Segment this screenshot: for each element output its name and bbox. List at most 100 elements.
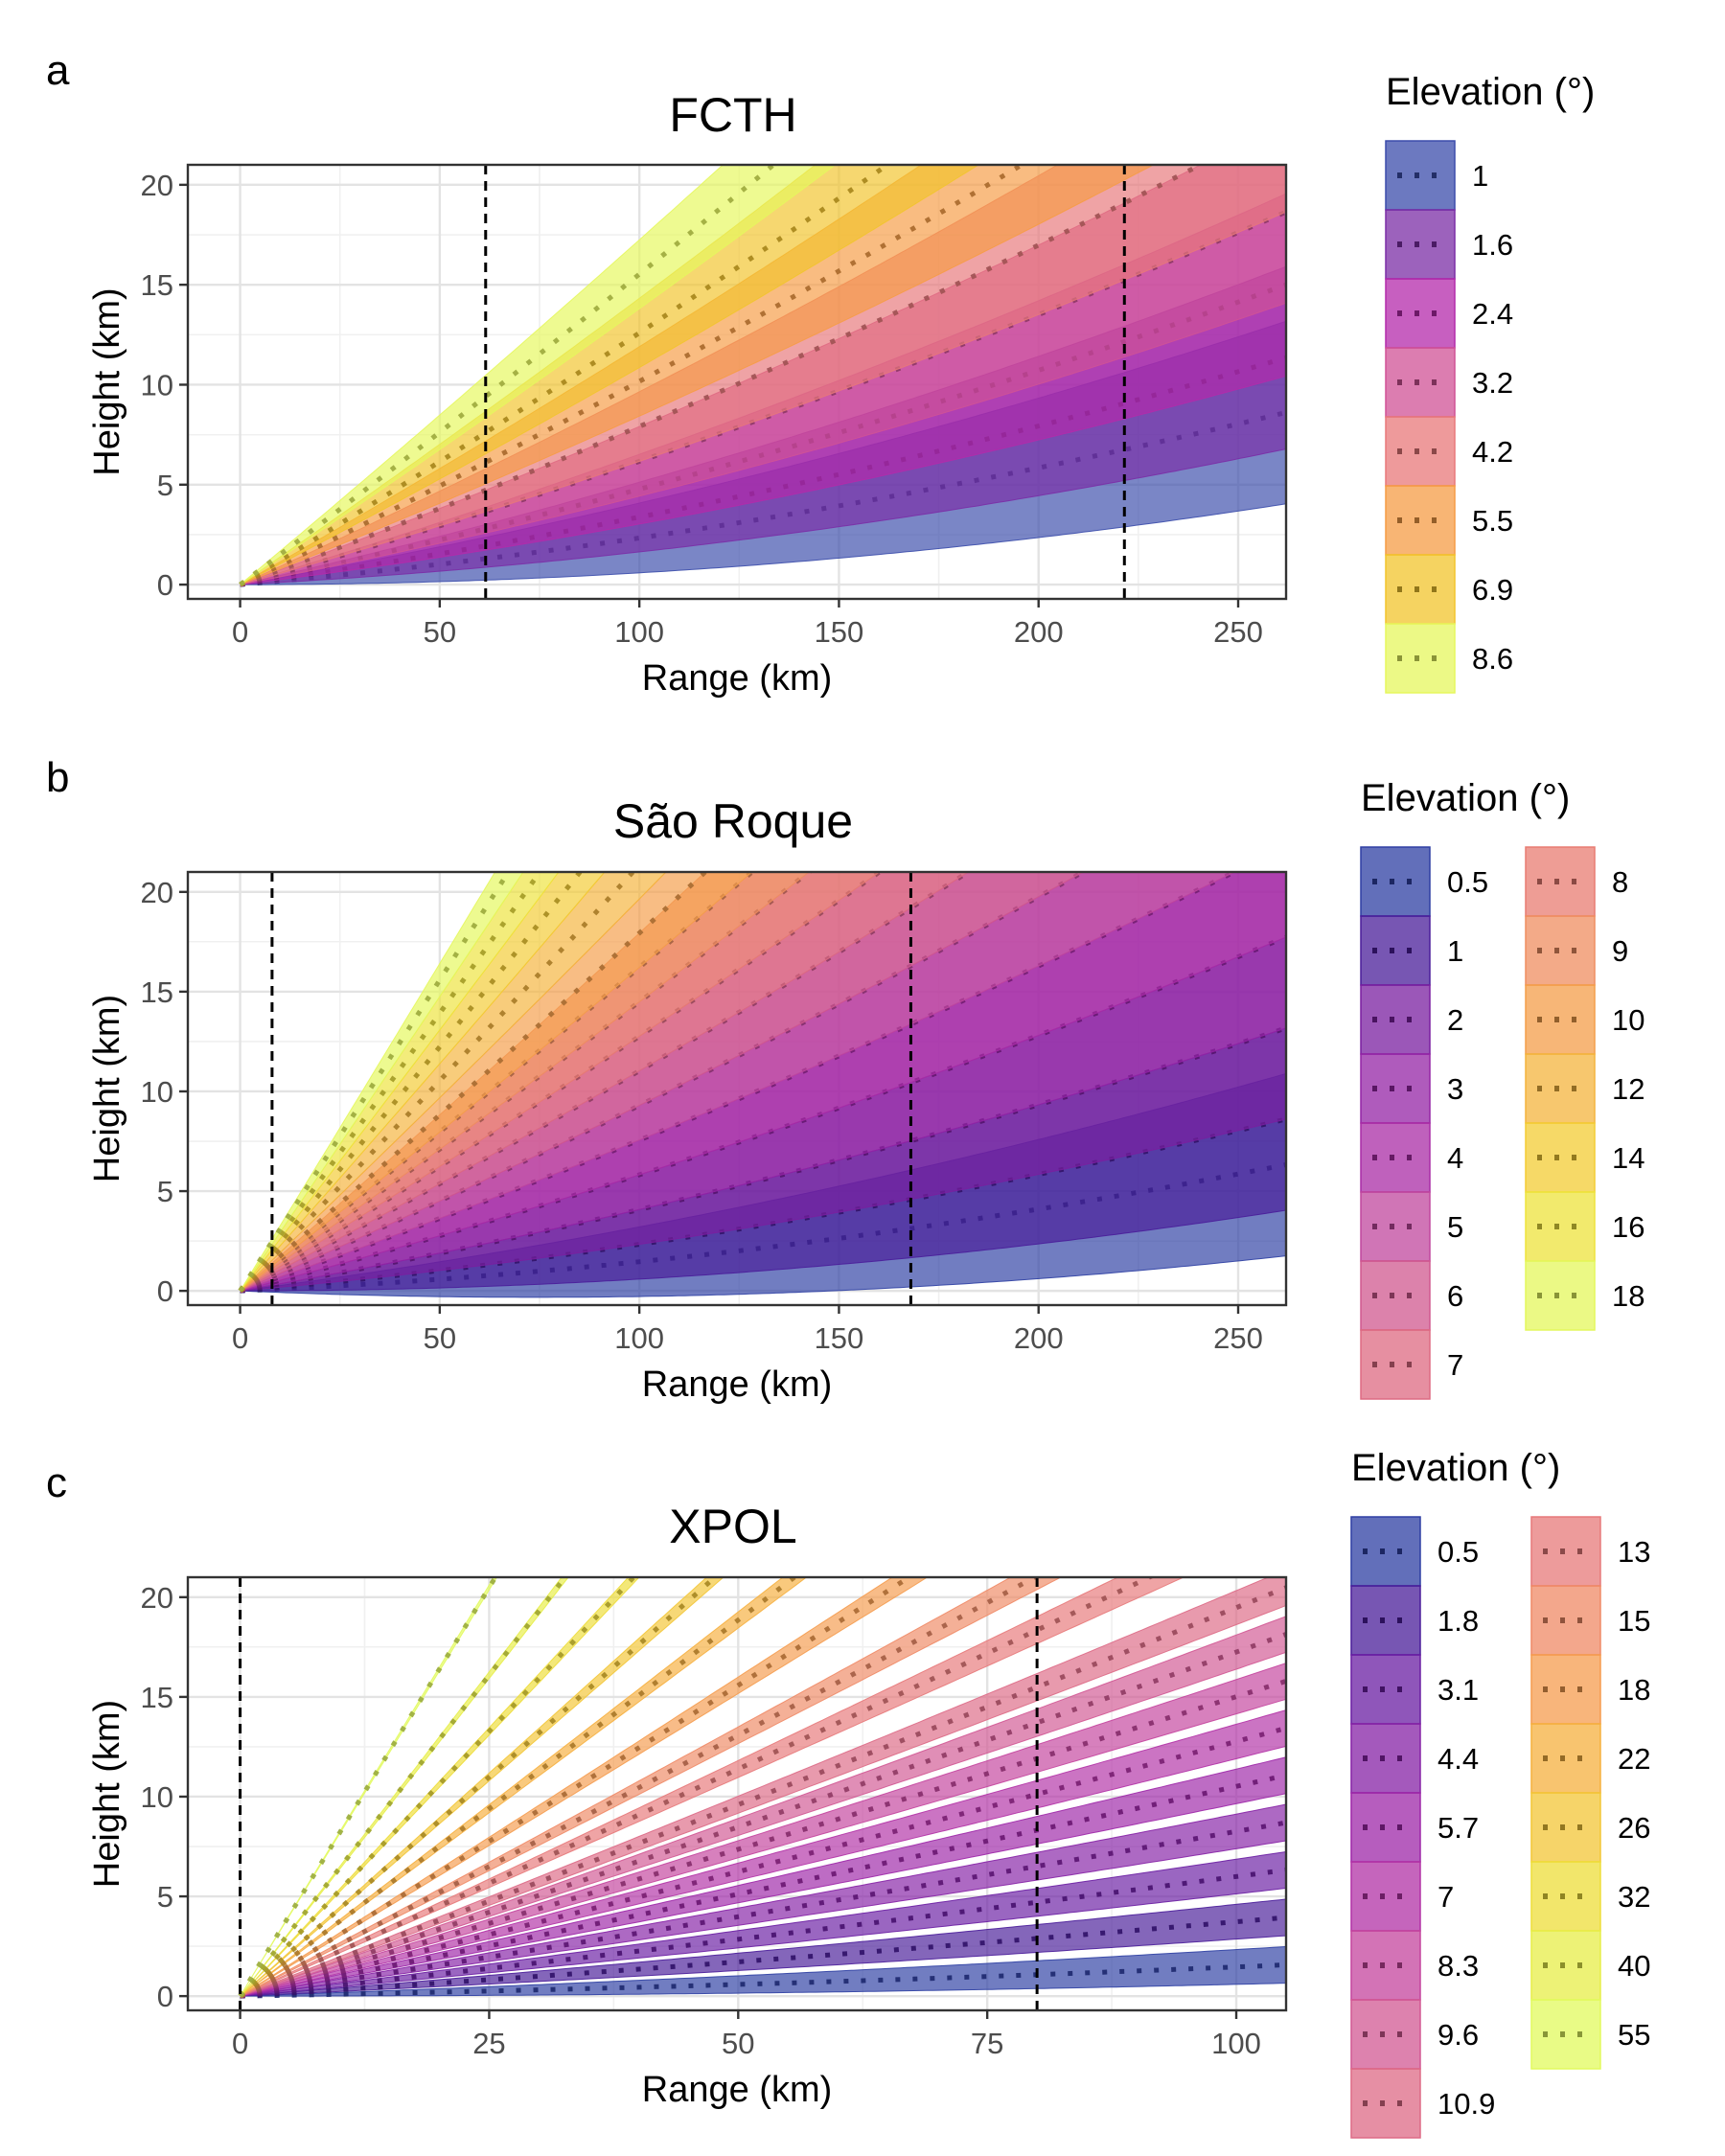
- legend-label: 18: [1612, 1279, 1644, 1313]
- y-axis-label: Height (km): [87, 1700, 127, 1888]
- legend-key: [1530, 1930, 1601, 2001]
- legend-item-10: 10: [1525, 984, 1644, 1055]
- x-tick-label: 250: [1213, 615, 1263, 649]
- x-axis-label: Range (km): [642, 1365, 833, 1405]
- beam-band-10.9: [240, 1577, 1286, 1997]
- x-tick-label: 200: [1014, 1321, 1064, 1355]
- legend-label: 55: [1618, 2018, 1650, 2052]
- legend-title: Elevation (°): [1351, 1447, 1560, 1489]
- y-tick-label: 0: [157, 1274, 173, 1308]
- axes: 0 50 100 150 200 250 0 5 10 15 20 Range (km) Height …: [87, 169, 1263, 699]
- legend-item-26: 26: [1530, 1792, 1650, 1863]
- legend-key: [1525, 1260, 1596, 1331]
- legend-key: [1360, 1053, 1431, 1124]
- legend-label: 3.2: [1472, 366, 1513, 400]
- x-axis-label: Range (km): [642, 2070, 833, 2110]
- legend-label: 3.1: [1438, 1673, 1479, 1707]
- legend-item-1: 1: [1360, 915, 1463, 986]
- legend-item-9.6: 9.6: [1350, 1999, 1479, 2070]
- legend-item-1.6: 1.6: [1385, 209, 1513, 280]
- legend-key: [1525, 984, 1596, 1055]
- x-tick-label: 0: [232, 615, 248, 649]
- legend-key: [1360, 1329, 1431, 1400]
- y-tick-label: 20: [141, 169, 173, 202]
- legend-label: 0.5: [1438, 1535, 1479, 1569]
- legend-key: [1525, 1191, 1596, 1262]
- beam-band-5.7: [240, 1756, 1286, 1997]
- legend-key: [1530, 1792, 1601, 1863]
- beam-band-1.8: [240, 1898, 1286, 1997]
- x-axis-label: Range (km): [642, 658, 833, 699]
- legend-item-7: 7: [1360, 1329, 1463, 1400]
- panel-letter: c: [46, 1459, 67, 1506]
- legend-label: 14: [1612, 1141, 1644, 1175]
- legend-key: [1385, 140, 1456, 211]
- legend-item-8.6: 8.6: [1385, 623, 1513, 694]
- beam-band-0.5: [240, 1945, 1286, 1997]
- legend-item-8: 8: [1525, 846, 1628, 917]
- x-tick-label: 75: [971, 2027, 1003, 2060]
- beam-band-18: [240, 872, 524, 1292]
- legend-key: [1385, 209, 1456, 280]
- y-tick-label: 5: [157, 1175, 173, 1208]
- legend-item-1.8: 1.8: [1350, 1585, 1479, 1656]
- legend-label: 4.4: [1438, 1742, 1479, 1776]
- legend-item-32: 32: [1530, 1861, 1650, 1932]
- y-tick-label: 20: [141, 876, 173, 909]
- legend-label: 1.8: [1438, 1604, 1479, 1638]
- beam-center-5.5: [239, 165, 1027, 587]
- legend-label: 5.7: [1438, 1811, 1479, 1845]
- legend-item-22: 22: [1530, 1723, 1650, 1794]
- legend-key: [1525, 1122, 1596, 1193]
- beam-center-4.2: [239, 165, 1207, 587]
- y-axis-label: Height (km): [87, 287, 127, 475]
- legend-item-6.9: 6.9: [1385, 554, 1513, 625]
- legend-key: [1350, 1861, 1421, 1932]
- legend-label: 26: [1618, 1811, 1650, 1845]
- legend-label: 32: [1618, 1880, 1650, 1914]
- legend-item-3.1: 3.1: [1350, 1654, 1479, 1725]
- legend-label: 4.2: [1472, 435, 1513, 469]
- beams: [238, 1577, 1286, 1999]
- x-tick-label: 50: [424, 615, 456, 649]
- beam-band-13: [240, 1577, 1185, 1997]
- beam-band-18: [240, 1577, 929, 1997]
- legend-key: [1350, 1654, 1421, 1725]
- legend-label: 8.3: [1438, 1949, 1479, 1983]
- beam-band-3.1: [240, 1850, 1286, 1997]
- legend-title: Elevation (°): [1361, 777, 1570, 819]
- legend-label: 7: [1438, 1880, 1454, 1914]
- legend-item-13: 13: [1530, 1516, 1650, 1587]
- y-tick-label: 5: [157, 1880, 173, 1914]
- legend-key: [1360, 915, 1431, 986]
- legend: Elevation (°) 0.5 1.8 3.1 4.4 5.7 7 8.3 9.6 10.9 1…: [1350, 1447, 1650, 2139]
- x-tick-label: 0: [232, 2027, 248, 2060]
- beam-band-7: [240, 1709, 1286, 1997]
- legend-label: 5: [1447, 1210, 1463, 1244]
- legend-label: 15: [1618, 1604, 1650, 1638]
- beam-band-14: [240, 872, 606, 1292]
- legend-key: [1525, 846, 1596, 917]
- y-tick-label: 15: [141, 975, 173, 1009]
- x-tick-label: 25: [472, 2027, 505, 2060]
- legend-item-6: 6: [1360, 1260, 1463, 1331]
- legend-item-4.4: 4.4: [1350, 1723, 1479, 1794]
- legend-label: 2.4: [1472, 297, 1513, 331]
- legend-key: [1360, 1191, 1431, 1262]
- legend-key: [1360, 846, 1431, 917]
- axes: 0 50 100 150 200 250 0 5 10 15 20 Range (km) Height …: [87, 876, 1263, 1405]
- legend-key: [1525, 1053, 1596, 1124]
- beam-band-9.6: [240, 1616, 1286, 1997]
- beam-center-15: [239, 1577, 1041, 1999]
- legend-key: [1350, 1516, 1421, 1587]
- y-tick-label: 10: [141, 1780, 173, 1814]
- panel-letter: b: [46, 754, 69, 801]
- y-axis-label: Height (km): [87, 995, 127, 1182]
- legend-label: 16: [1612, 1210, 1644, 1244]
- x-tick-label: 100: [614, 615, 664, 649]
- beam-center-1.8: [240, 1915, 1286, 1999]
- legend-item-18: 18: [1525, 1260, 1644, 1331]
- legend-item-5: 5: [1360, 1191, 1463, 1262]
